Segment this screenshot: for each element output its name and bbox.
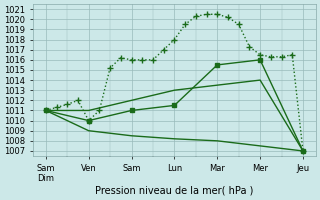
- X-axis label: Pression niveau de la mer( hPa ): Pression niveau de la mer( hPa ): [95, 186, 253, 196]
